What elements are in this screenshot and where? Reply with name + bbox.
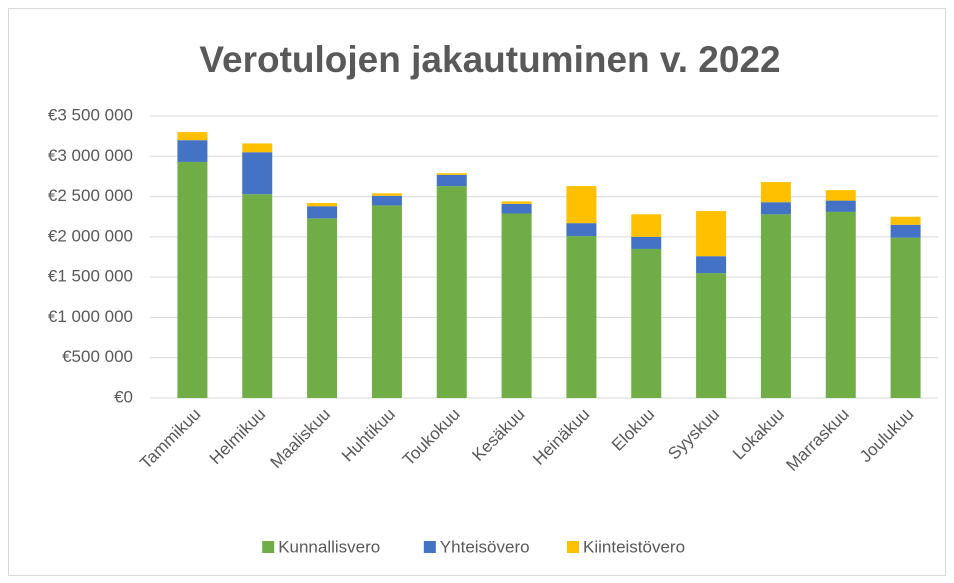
y-tick-label: €500 000 [62,347,133,366]
y-tick-label: €2 500 000 [48,186,133,205]
legend-label: Kiinteistövero [583,537,685,556]
bar-segment [371,195,402,206]
bar-segment [436,186,467,398]
chart-frame [8,8,946,576]
bar-segment [760,182,791,203]
bar-segment [566,186,597,224]
bar-segment [696,273,727,398]
bar-segment [890,216,921,225]
bar-segment [371,205,402,398]
bar-segment [501,203,532,214]
bar-segment [177,140,208,162]
y-tick-label: €3 500 000 [48,105,133,124]
y-tick-label: €0 [114,387,133,406]
bar-segment [177,132,208,141]
bar-segment [696,256,727,274]
legend-swatch [423,541,436,553]
legend-swatch [567,541,579,553]
bar-segment [242,194,273,398]
bar-segment [371,193,402,196]
y-tick-label: €3 000 000 [48,146,133,165]
bar-segment [307,203,338,207]
bar-segment [307,206,338,219]
legend-label: Yhteisövero [440,537,530,556]
y-tick-label: €1 500 000 [48,267,133,286]
bar-segment [242,143,273,153]
bar-segment [696,211,727,257]
bar-segment [436,173,467,175]
bar-segment [825,190,856,201]
y-tick-label: €2 000 000 [48,226,133,245]
chart-title: Verotulojen jakautuminen v. 2022 [199,39,780,80]
bar-segment [307,218,338,398]
y-tick-label: €1 000 000 [48,307,133,326]
bar-segment [501,201,532,204]
legend-swatch [262,541,275,553]
bar-segment [177,161,208,398]
bar-segment [760,202,791,215]
bar-segment [436,174,467,187]
bar-segment [501,213,532,398]
bar-segment [631,214,662,237]
bar-segment [566,223,597,237]
bar-segment [631,248,662,398]
bar-segment [890,224,921,238]
bar-segment [890,237,921,398]
bar-segment [825,211,856,398]
legend-label: Kunnallisvero [278,537,380,556]
bar-segment [566,236,597,398]
bar-segment [242,152,273,195]
bar-segment [825,200,856,212]
bar-segment [760,214,791,398]
bar-segment [631,236,662,249]
